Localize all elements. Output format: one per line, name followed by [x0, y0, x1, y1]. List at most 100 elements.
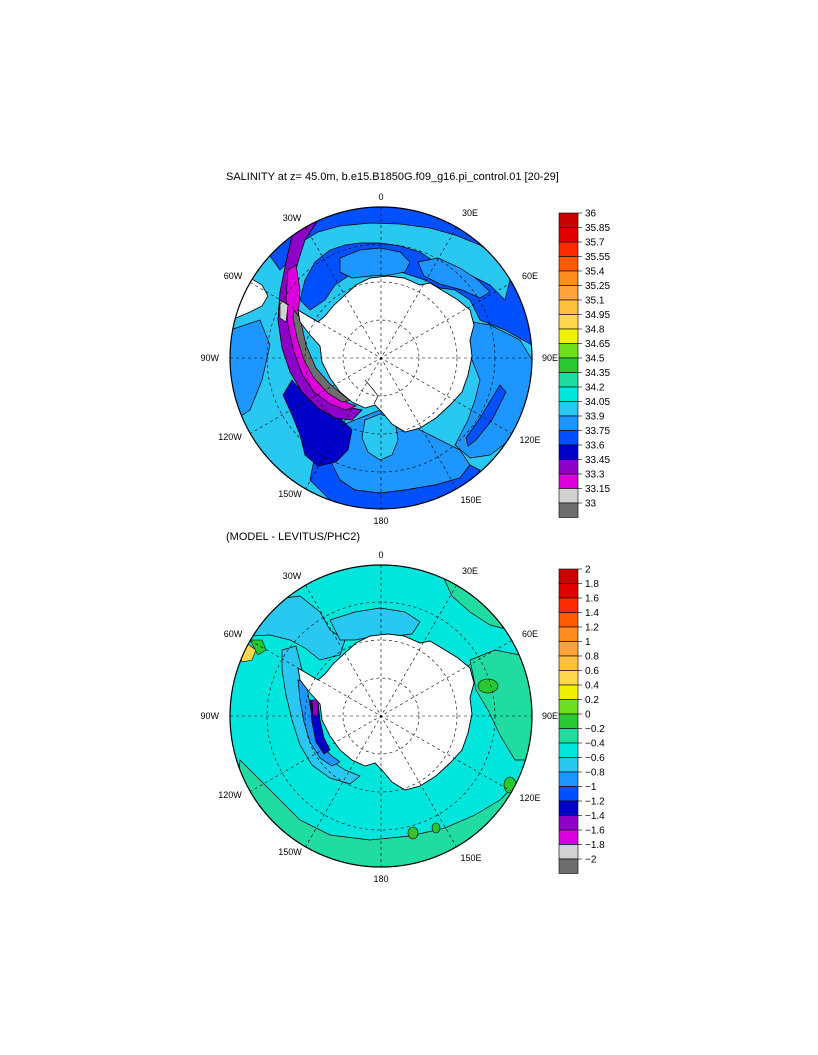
- colorbar-label: 36: [585, 209, 597, 220]
- colorbar-swatch: [558, 829, 579, 845]
- difference-map: 0 30E 60E 90E 120E 150E 180 150W 120W 90W 60W 30W: [200, 550, 558, 884]
- colorbar-swatch: [558, 270, 579, 286]
- colorbar-label: 34.2: [585, 383, 605, 394]
- colorbar-label: 34.65: [585, 339, 610, 350]
- colorbar-label: 0.6: [585, 666, 599, 677]
- colorbar-swatch: [558, 473, 579, 489]
- lon-label: 30W: [283, 571, 302, 581]
- colorbar-label: 33.6: [585, 441, 605, 452]
- antarctica-land: [297, 275, 475, 433]
- colorbar-swatch: [558, 502, 579, 518]
- colorbar-swatch: [558, 386, 579, 402]
- difference-lon-labels: 0 30E 60E 90E 120E 150E 180 150W 120W 90W 60W 30W: [200, 550, 558, 884]
- colorbar-label: 33.9: [585, 412, 605, 423]
- difference-zone-southamerica-pos2: [249, 639, 267, 656]
- colorbar-label: 1.4: [585, 608, 599, 619]
- colorbar-swatch: [558, 655, 579, 671]
- colorbar-label: 34.95: [585, 310, 610, 321]
- colorbar-label: 0.8: [585, 652, 599, 663]
- lon-label: 60E: [522, 629, 538, 639]
- colorbar-swatch: [558, 241, 579, 257]
- lon-label: 0: [378, 550, 383, 560]
- colorbar-swatch: [558, 800, 579, 816]
- colorbar-swatch: [558, 401, 579, 417]
- colorbar-label: 1.2: [585, 623, 599, 634]
- difference-blob-south-2: [431, 822, 441, 834]
- salinity-zone-33-75-north-east: [417, 257, 491, 299]
- colorbar-label: 35.85: [585, 223, 610, 234]
- difference-graticule: [230, 565, 532, 867]
- colorbar-swatch: [558, 583, 579, 599]
- colorbar-label: 34.05: [585, 397, 610, 408]
- salinity-map: 0 30E 60E 90E 120E 150E 180 150W 120W 90W 60W 30W: [200, 192, 558, 526]
- colorbar-swatch: [558, 684, 579, 700]
- colorbar-swatch: [558, 256, 579, 272]
- colorbar-label: 1.8: [585, 579, 599, 590]
- colorbar-swatch: [558, 612, 579, 628]
- colorbar-swatch: [558, 670, 579, 686]
- lon-label: 60W: [224, 271, 243, 281]
- colorbar-swatch: [558, 285, 579, 301]
- colorbar-label: −0.6: [585, 753, 605, 764]
- lon-label: 150E: [460, 853, 481, 863]
- lon-label: 30E: [462, 208, 478, 218]
- difference-zone-peninsula-purple: [311, 699, 319, 717]
- colorbar-label: −0.4: [585, 739, 605, 750]
- colorbar-swatch: [558, 212, 579, 228]
- difference-zone-north-inner: [329, 607, 421, 641]
- colorbar-swatch: [558, 757, 579, 773]
- colorbar-swatch: [558, 299, 579, 315]
- lon-label: 180: [373, 874, 388, 884]
- colorbar-swatch: [558, 415, 579, 431]
- lon-label: 120W: [218, 790, 242, 800]
- difference-zone-peninsula-strong: [297, 679, 341, 767]
- colorbar-label: −1.2: [585, 797, 605, 808]
- difference-map-border: [229, 564, 533, 868]
- lon-label: 120W: [218, 432, 242, 442]
- colorbar-label: −2: [585, 855, 597, 866]
- colorbar-label: 35.55: [585, 252, 610, 263]
- colorbar-label: −0.2: [585, 724, 605, 735]
- lon-label: 90W: [200, 711, 219, 721]
- colorbar-label: 35.7: [585, 238, 605, 249]
- lon-label: 120E: [519, 793, 540, 803]
- lon-label: 180: [373, 516, 388, 526]
- colorbar-swatch: [558, 699, 579, 715]
- colorbar-swatch: [558, 728, 579, 744]
- lon-label: 150W: [278, 847, 302, 857]
- lon-label: 90W: [200, 353, 219, 363]
- panel1-title: SALINITY at z= 45.0m, b.e15.B1850G.f09_g…: [226, 171, 559, 183]
- lon-label: 90E: [542, 353, 558, 363]
- colorbar-label: 33.15: [585, 484, 610, 495]
- lon-label: 150W: [278, 489, 302, 499]
- colorbar-label: 35.25: [585, 281, 610, 292]
- colorbar-swatch: [558, 343, 579, 359]
- colorbar-swatch: [558, 328, 579, 344]
- colorbar-label: −1.4: [585, 811, 605, 822]
- colorbar-label: −1.6: [585, 826, 605, 837]
- colorbar-swatch: [558, 786, 579, 802]
- colorbar-label: −0.8: [585, 768, 605, 779]
- antarctica-land: [297, 633, 475, 791]
- colorbar-label: 33.45: [585, 455, 610, 466]
- colorbar-label: 2: [585, 565, 591, 576]
- colorbar-label: 34.8: [585, 325, 605, 336]
- colorbar-label: 34.35: [585, 368, 610, 379]
- colorbar-label: 35.4: [585, 267, 605, 278]
- lon-label: 150E: [460, 495, 481, 505]
- colorbar-swatch: [558, 314, 579, 330]
- lon-label: 60W: [224, 629, 243, 639]
- ross-ice-shelf-outline: [364, 379, 379, 405]
- colorbar-swatch: [558, 459, 579, 475]
- colorbar-swatch: [558, 771, 579, 787]
- lon-label: 30E: [462, 566, 478, 576]
- lon-label: 0: [378, 192, 383, 202]
- colorbar-swatch: [558, 597, 579, 613]
- colorbar-label: −1.8: [585, 840, 605, 851]
- difference-blob-south: [407, 826, 419, 840]
- salinity-lon-labels: 0 30E 60E 90E 120E 150E 180 150W 120W 90W 60W 30W: [200, 192, 558, 526]
- colorbar-label: 33.3: [585, 470, 605, 481]
- colorbar-swatch: [558, 444, 579, 460]
- salinity-graticule: [230, 207, 532, 509]
